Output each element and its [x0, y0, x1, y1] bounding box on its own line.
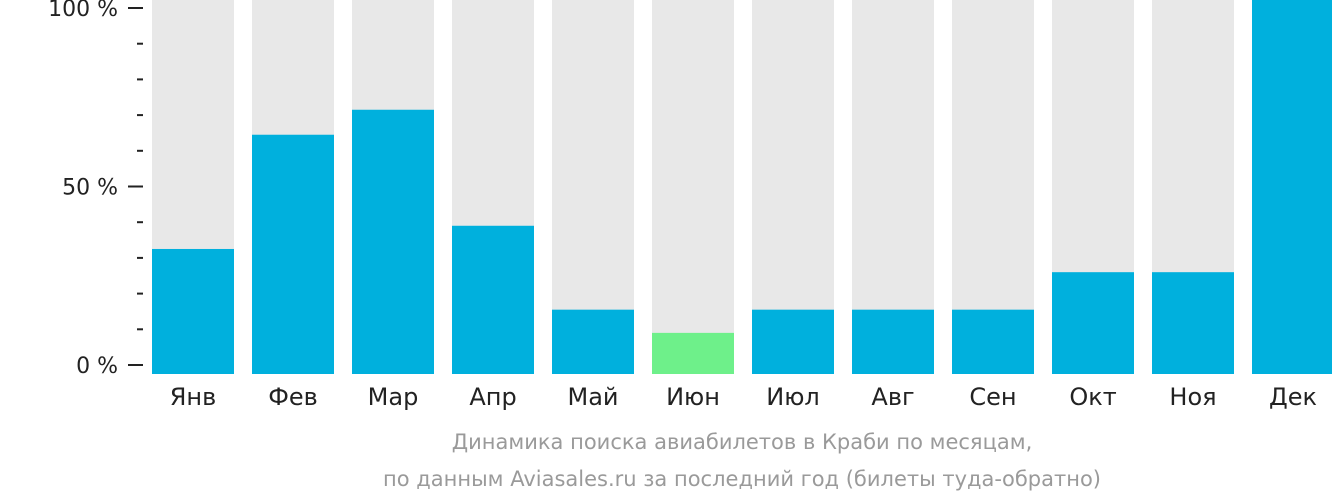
x-tick-label: Апр	[469, 383, 516, 411]
bar-Сен	[952, 309, 1034, 374]
x-tick-label: Фев	[268, 383, 318, 411]
x-tick-label: Июн	[666, 383, 720, 411]
x-tick-label: Янв	[170, 383, 217, 411]
x-tick-label: Ноя	[1169, 383, 1216, 411]
bar-Янв	[152, 248, 234, 374]
x-tick-label: Дек	[1269, 383, 1317, 411]
bar-Май	[552, 309, 634, 374]
x-tick-label: Сен	[969, 383, 1016, 411]
x-tick-label: Авг	[871, 383, 914, 411]
x-tick-label: Мар	[368, 383, 419, 411]
x-tick-label: Май	[567, 383, 618, 411]
x-axis-labels: Янв Фев Мар Апр Май Июн Июл Авг Сен Окт Ноя Дек	[170, 383, 1317, 411]
chart-caption-line-1: Динамика поиска авиабилетов в Краби по м…	[451, 430, 1033, 454]
bar-Июл	[752, 309, 834, 374]
bars	[152, 0, 1332, 375]
bar-Апр	[452, 225, 534, 374]
x-tick-label: Окт	[1069, 383, 1116, 411]
bar-Фев	[252, 134, 334, 374]
bar-background	[652, 0, 734, 374]
bar-Дек	[1252, 0, 1332, 374]
y-axis: 0 % 50 % 100 %	[48, 0, 143, 379]
y-tick-label: 0 %	[76, 354, 118, 379]
bar-Окт	[1052, 272, 1134, 374]
bar-chart: 0 % 50 % 100 % Янв Фев Мар Апр Май Июн Июл Авг Сен…	[48, 0, 1332, 411]
bar-Авг	[852, 309, 934, 374]
bar-Ноя	[1152, 272, 1234, 374]
y-tick-label: 50 %	[62, 176, 118, 201]
bar-Июн	[652, 332, 734, 374]
x-tick-label: Июл	[766, 383, 820, 411]
y-tick-label: 100 %	[48, 0, 118, 22]
bar-Мар	[352, 109, 434, 375]
chart-caption-line-2: по данным Aviasales.ru за последний год …	[383, 467, 1101, 491]
